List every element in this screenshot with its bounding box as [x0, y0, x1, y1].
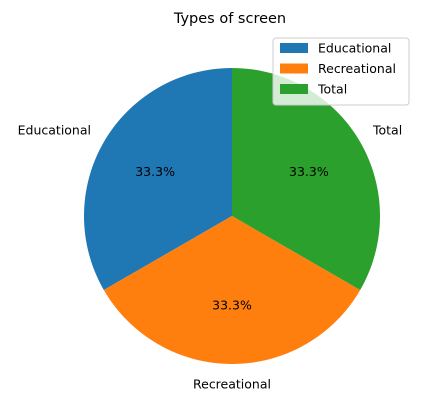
legend-swatch-educational [280, 43, 308, 53]
legend-label-educational: Educational [318, 41, 391, 56]
legend-label-recreational: Recreational [318, 61, 396, 76]
pie-labels: Educational 33.3% Recreational 33.3% Total 33… [18, 123, 403, 392]
legend-swatch-recreational [280, 63, 308, 74]
slice-label-recreational: Recreational [193, 376, 271, 391]
pie-slice-recreational [103, 216, 361, 364]
percent-label-total: 33.3% [289, 164, 329, 179]
percent-label-recreational: 33.3% [212, 297, 252, 312]
pie-slice-total [232, 68, 380, 290]
pie-slices [84, 68, 380, 364]
legend-label-total: Total [317, 82, 347, 97]
chart-title: Types of screen [173, 11, 286, 27]
percent-label-educational: 33.3% [135, 164, 175, 179]
legend-swatch-total [280, 84, 308, 94]
pie-slice-educational [84, 68, 232, 290]
legend: Educational Recreational Total [272, 37, 410, 106]
slice-label-total: Total [372, 123, 402, 138]
slice-label-educational: Educational [18, 123, 91, 138]
